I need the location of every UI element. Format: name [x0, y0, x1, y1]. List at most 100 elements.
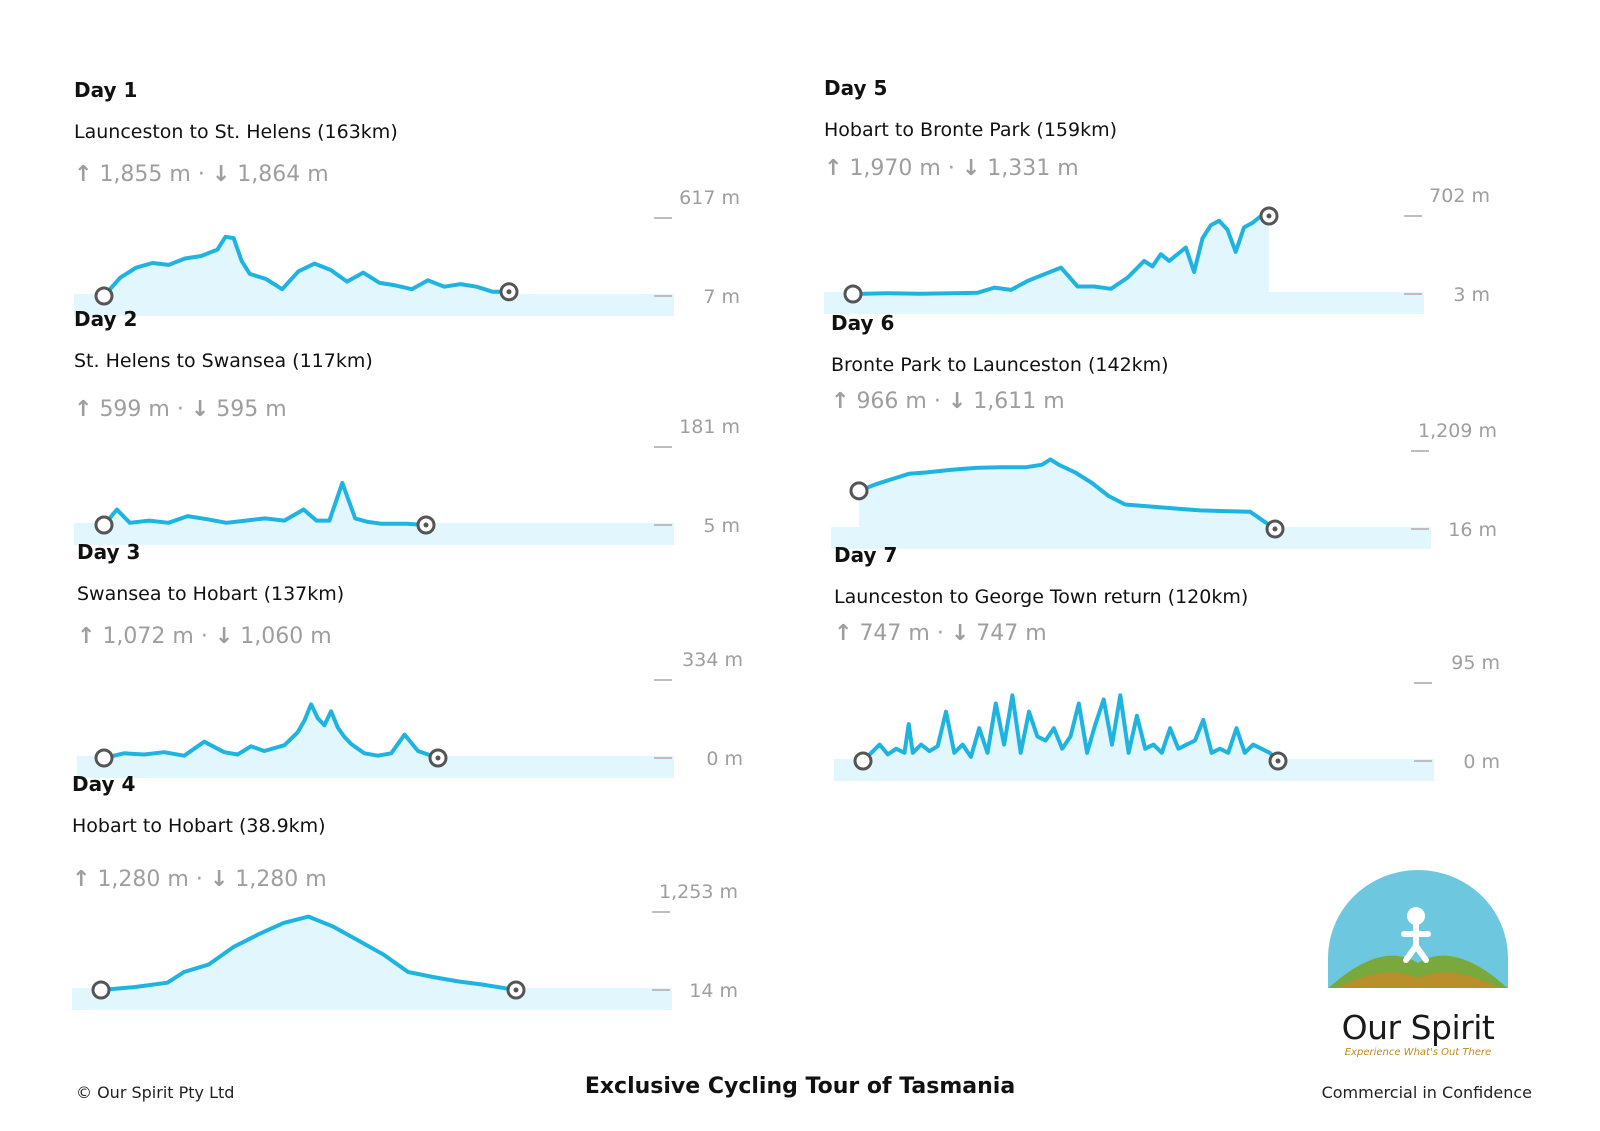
start-marker [94, 515, 114, 535]
day-5-panel: Day 5 Hobart to Bronte Park (159km) ↑ 1,… [824, 76, 1514, 316]
y-min-label: 3 m [1453, 284, 1490, 306]
y-max-label: 334 m [682, 649, 743, 671]
y-min-label: 5 m [703, 515, 740, 537]
end-marker-dot [1275, 758, 1281, 764]
route-title: Launceston to St. Helens (163km) [74, 121, 398, 143]
logo-emblem-icon [1328, 870, 1508, 988]
elevation-summary: ↑ 1,280 m · ↓ 1,280 m [72, 867, 327, 892]
arrow-up-icon: ↑ [834, 621, 853, 646]
logo-name: Our Spirit [1341, 1008, 1495, 1047]
y-max-label: 1,253 m [659, 881, 738, 903]
route-title: Bronte Park to Launceston (142km) [831, 354, 1169, 376]
route-title: Hobart to Hobart (38.9km) [72, 815, 326, 837]
ascent-value: 966 m [856, 389, 927, 414]
ascent-value: 1,280 m [97, 867, 189, 892]
document-title: Exclusive Cycling Tour of Tasmania [584, 1074, 1016, 1099]
elevation-summary: ↑ 747 m · ↓ 747 m [834, 621, 1047, 646]
y-min-label: 16 m [1448, 519, 1497, 541]
arrow-down-icon: ↓ [209, 867, 229, 892]
arrow-down-icon: ↓ [211, 162, 231, 187]
arrow-down-icon: ↓ [214, 624, 234, 649]
ascent-value: 747 m [859, 621, 930, 646]
arrow-up-icon: ↑ [72, 867, 91, 892]
end-marker-dot [1272, 526, 1278, 532]
day-6-panel: Day 6 Bronte Park to Launceston (142km) … [831, 311, 1521, 551]
arrow-down-icon: ↓ [961, 156, 981, 181]
day-label: Day 5 [824, 76, 888, 100]
elevation-line [861, 693, 1280, 763]
y-min-label: 14 m [689, 980, 738, 1002]
elevation-profile-chart: 617 m 7 m [74, 187, 740, 316]
confidentiality-note: Commercial in Confidence [1321, 1083, 1532, 1102]
y-min-label: 0 m [1463, 751, 1500, 773]
elevation-line [858, 457, 1277, 531]
end-marker-dot [513, 987, 519, 993]
day-label: Day 4 [72, 772, 136, 796]
elevation-summary: ↑ 599 m · ↓ 595 m [74, 397, 287, 422]
arrow-down-icon: ↓ [190, 397, 210, 422]
route-title: Swansea to Hobart (137km) [77, 583, 345, 605]
ascent-value: 1,855 m [99, 162, 191, 187]
elevation-profile-chart: 1,209 m 16 m [831, 420, 1497, 549]
y-min-label: 0 m [706, 748, 743, 770]
descent-value: 1,280 m [235, 867, 327, 892]
descent-value: 595 m [216, 397, 287, 422]
arrow-up-icon: ↑ [77, 624, 96, 649]
start-marker [91, 980, 111, 1000]
elevation-profile-chart: 702 m 3 m [824, 185, 1490, 314]
end-marker-dot [423, 522, 429, 528]
elevation-line [102, 480, 427, 527]
elevation-line [103, 702, 439, 760]
start-marker [94, 286, 114, 306]
end-marker-dot [506, 289, 512, 295]
descent-value: 1,611 m [973, 389, 1065, 414]
logo-tagline: Experience What's Out There [1344, 1047, 1492, 1058]
start-marker [849, 481, 869, 501]
descent-value: 1,060 m [240, 624, 332, 649]
route-title: St. Helens to Swansea (117km) [74, 350, 373, 372]
descent-value: 1,864 m [237, 162, 329, 187]
arrow-down-icon: ↓ [947, 389, 967, 414]
elevation-area [859, 459, 1275, 549]
elevation-area [853, 216, 1269, 314]
elevation-line [102, 234, 509, 298]
day-label: Day 6 [831, 311, 895, 335]
y-max-label: 617 m [679, 187, 740, 209]
day-label: Day 7 [834, 543, 898, 567]
ascent-value: 599 m [99, 397, 170, 422]
descent-value: 747 m [976, 621, 1047, 646]
elevation-profile-chart: 95 m 0 m [834, 652, 1500, 781]
day-label: Day 1 [74, 78, 138, 102]
arrow-down-icon: ↓ [950, 621, 970, 646]
day-label: Day 2 [74, 307, 138, 331]
day-7-panel: Day 7 Launceston to George Town return (… [834, 543, 1524, 783]
arrow-up-icon: ↑ [824, 156, 843, 181]
elevation-summary: ↑ 1,855 m · ↓ 1,864 m [74, 162, 329, 187]
descent-value: 1,331 m [987, 156, 1079, 181]
elevation-profile-chart: 334 m 0 m [77, 649, 743, 778]
end-marker-dot [435, 755, 441, 761]
arrow-up-icon: ↑ [74, 162, 93, 187]
route-title: Launceston to George Town return (120km) [834, 586, 1249, 608]
start-marker [843, 284, 863, 304]
day-4-panel: Day 4 Hobart to Hobart (38.9km) ↑ 1,280 … [72, 772, 762, 1012]
day-2-panel: Day 2 St. Helens to Swansea (117km) ↑ 59… [74, 307, 764, 547]
start-marker [94, 748, 114, 768]
y-min-label: 7 m [703, 286, 740, 308]
elevation-profile-chart: 181 m 5 m [74, 416, 740, 545]
arrow-up-icon: ↑ [74, 397, 93, 422]
ascent-value: 1,072 m [102, 624, 194, 649]
elevation-summary: ↑ 1,970 m · ↓ 1,331 m [824, 156, 1079, 181]
elevation-line [852, 214, 1270, 296]
day-label: Day 3 [77, 540, 141, 564]
elevation-area [101, 916, 516, 1010]
day-1-panel: Day 1 Launceston to St. Helens (163km) ↑… [74, 78, 764, 318]
day-3-panel: Day 3 Swansea to Hobart (137km) ↑ 1,072 … [77, 540, 767, 780]
y-max-label: 181 m [679, 416, 740, 438]
elevation-area [104, 482, 426, 545]
ascent-value: 1,970 m [849, 156, 941, 181]
arrow-up-icon: ↑ [831, 389, 850, 414]
copyright: © Our Spirit Pty Ltd [76, 1083, 235, 1102]
elevation-area [104, 236, 509, 316]
elevation-line [100, 914, 517, 992]
